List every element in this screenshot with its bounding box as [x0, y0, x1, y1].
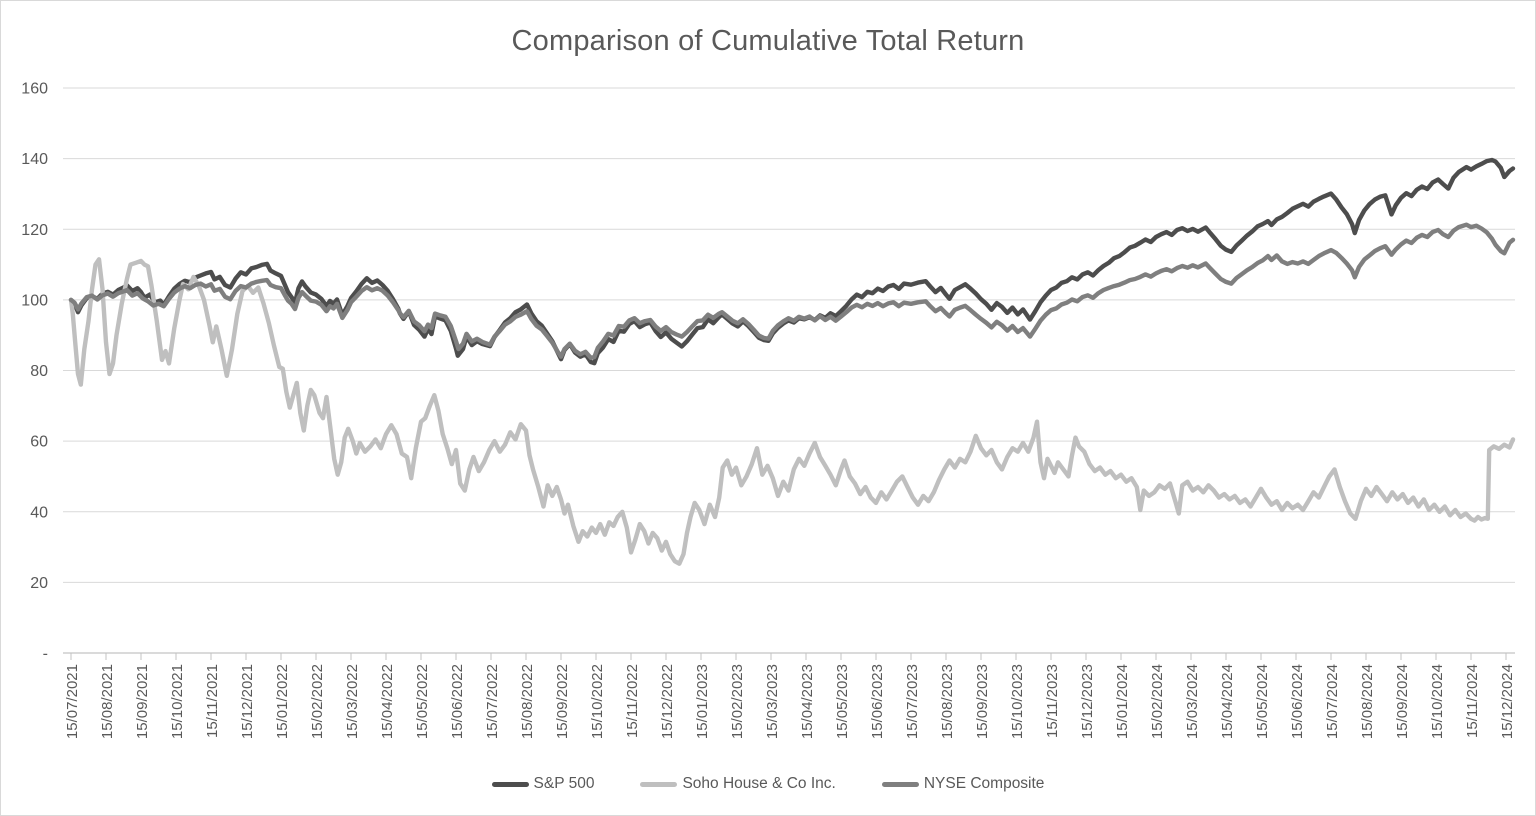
- y-axis-label: 100: [21, 292, 48, 309]
- x-axis-label: 15/10/2022: [589, 664, 606, 739]
- legend-label-nyse-composite: NYSE Composite: [923, 775, 1045, 792]
- x-axis-label: 15/01/2024: [1114, 664, 1131, 739]
- x-axis-label: 15/06/2022: [449, 664, 466, 739]
- legend-label-soho-house: Soho House & Co Inc.: [682, 775, 836, 792]
- x-axis-label: 15/07/2024: [1324, 664, 1341, 739]
- chart-title: Comparison of Cumulative Total Return: [511, 25, 1025, 57]
- x-axis-label: 15/07/2022: [484, 664, 501, 739]
- x-axis-label: 15/12/2024: [1499, 664, 1516, 739]
- soho-house-line-swatch-icon: [640, 781, 678, 787]
- x-axis-label: 15/05/2022: [414, 664, 431, 739]
- x-axis-label: 15/10/2023: [1009, 664, 1026, 739]
- y-axis-label: 40: [30, 504, 48, 521]
- x-axis-label: 15/02/2024: [1149, 664, 1166, 739]
- x-axis-label: 15/01/2023: [694, 664, 711, 739]
- x-axis-label: 15/09/2021: [134, 664, 151, 739]
- x-axis-label: 15/10/2021: [169, 664, 186, 739]
- x-axis-label: 15/03/2022: [344, 664, 361, 739]
- x-axis-label: 15/08/2024: [1359, 664, 1376, 739]
- x-axis-label: 15/11/2022: [624, 664, 641, 738]
- x-axis-label: 15/09/2022: [554, 664, 571, 739]
- y-axis-label: 80: [30, 363, 48, 380]
- x-axis-label: 15/03/2024: [1184, 664, 1201, 739]
- y-axis-label: 60: [30, 434, 48, 451]
- x-axis-label: 15/08/2023: [939, 664, 956, 739]
- x-axis-label: 15/11/2021: [204, 664, 221, 738]
- x-axis-label: 15/03/2023: [764, 664, 781, 739]
- legend-label-sp500: S&P 500: [533, 775, 595, 792]
- legend-item-soho-house: Soho House & Co Inc.: [640, 775, 836, 793]
- legend: S&P 500 Soho House & Co Inc. NYSE Compos…: [1, 775, 1535, 793]
- x-axis-label: 15/12/2023: [1079, 664, 1096, 739]
- x-axis-label: 15/12/2022: [659, 664, 676, 739]
- y-axis-label: 140: [21, 151, 48, 168]
- sp500-line-swatch-icon: [491, 781, 529, 787]
- x-axis-label: 15/10/2024: [1429, 664, 1446, 739]
- x-axis-label: 15/06/2023: [869, 664, 886, 739]
- x-axis-label: 15/04/2023: [799, 664, 816, 739]
- x-axis-label: 15/09/2024: [1394, 664, 1411, 739]
- y-axis-label: 20: [30, 575, 48, 592]
- x-axis-label: 15/04/2024: [1219, 664, 1236, 739]
- legend-item-nyse-composite: NYSE Composite: [881, 775, 1045, 793]
- y-axis-label: -: [43, 646, 48, 663]
- x-axis-label: 15/05/2024: [1254, 664, 1271, 739]
- legend-item-sp500: S&P 500: [491, 775, 595, 793]
- x-axis-label: 15/08/2021: [99, 664, 116, 739]
- x-axis-label: 15/09/2023: [974, 664, 991, 739]
- x-axis-label: 15/01/2022: [274, 664, 291, 739]
- series-line-nyse-composite: [68, 222, 1516, 360]
- x-axis-label: 15/12/2021: [239, 664, 256, 739]
- x-axis-label: 15/04/2022: [379, 664, 396, 739]
- x-axis-label: 15/02/2023: [729, 664, 746, 739]
- x-axis-label: 15/06/2024: [1289, 664, 1306, 739]
- nyse-line-swatch-icon: [881, 781, 919, 787]
- y-axis-label: 120: [21, 222, 48, 239]
- x-axis-label: 15/07/2023: [904, 664, 921, 739]
- x-axis-label: 15/11/2023: [1044, 664, 1061, 738]
- x-axis-label: 15/02/2022: [309, 664, 326, 739]
- series-line-soho-house-co-inc: [68, 257, 1516, 566]
- x-axis-label: 15/08/2022: [519, 664, 536, 739]
- y-axis-label: 160: [21, 81, 48, 98]
- x-axis-label: 15/05/2023: [834, 664, 851, 739]
- x-axis-label: 15/07/2021: [64, 664, 81, 739]
- x-axis-label: 15/11/2024: [1464, 664, 1481, 738]
